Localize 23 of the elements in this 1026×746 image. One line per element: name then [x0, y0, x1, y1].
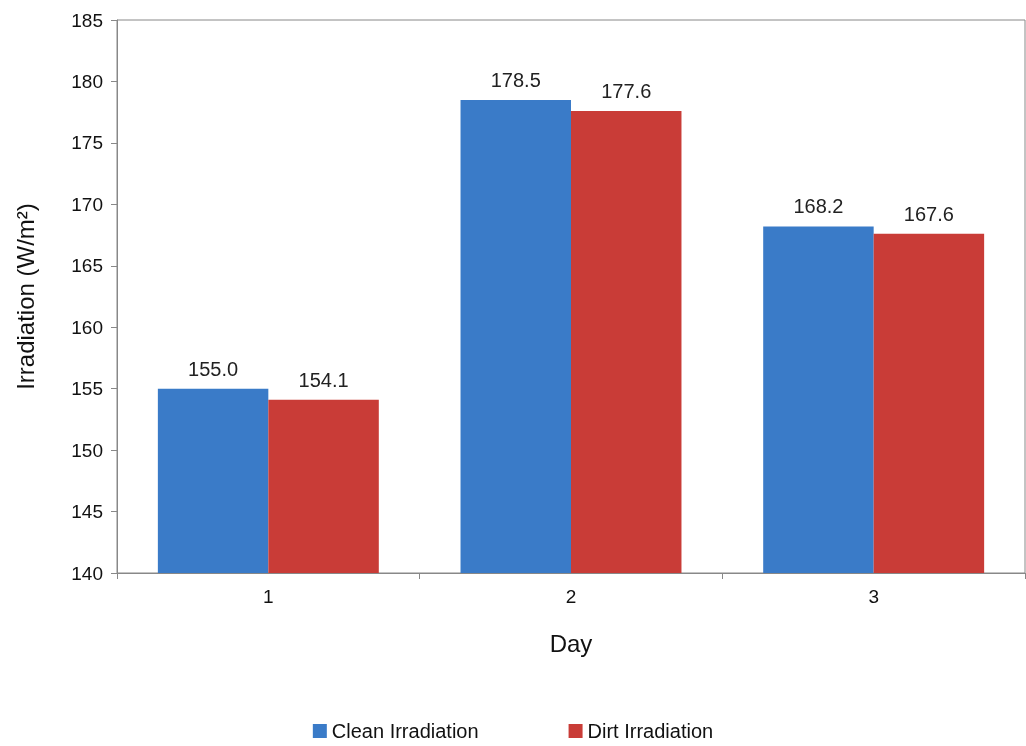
- y-tick-label: 155: [71, 378, 103, 400]
- y-tick-label: 160: [71, 316, 103, 338]
- y-tick-label: 170: [71, 193, 103, 215]
- data-label: 155.0: [188, 357, 239, 380]
- y-tick-label: 180: [71, 70, 103, 92]
- data-label: 168.2: [793, 195, 844, 218]
- data-label: 167.6: [903, 202, 954, 225]
- legend-label: Clean Irradiation: [331, 720, 479, 742]
- data-label: 178.5: [490, 68, 541, 91]
- x-tick-label: 3: [868, 586, 879, 607]
- legend-label: Dirt Irradiation: [587, 720, 714, 742]
- y-tick-label: 140: [71, 562, 103, 584]
- y-axis-title: Irradiation (W/m²): [11, 203, 39, 390]
- y-tick-label: 150: [71, 439, 103, 461]
- data-label: 177.6: [601, 79, 652, 102]
- x-tick-label: 1: [263, 586, 274, 607]
- x-tick-label: 2: [565, 586, 577, 607]
- y-tick-label: 165: [71, 255, 103, 277]
- y-tick-label: 145: [71, 501, 103, 523]
- y-tick-label: 175: [71, 132, 103, 154]
- data-label: 154.1: [298, 368, 349, 391]
- y-tick-label: 185: [71, 9, 103, 31]
- x-axis-title: Day: [549, 629, 593, 657]
